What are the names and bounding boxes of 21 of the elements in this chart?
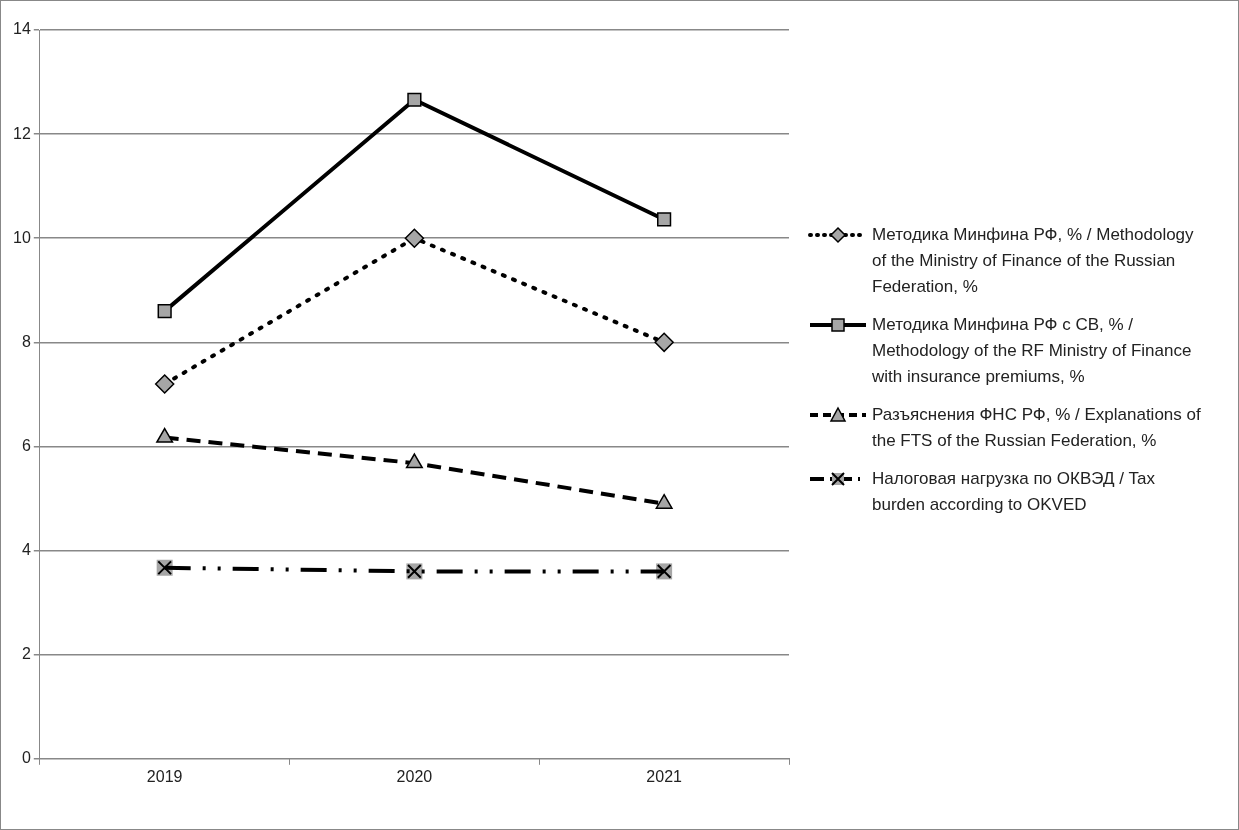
y-tick-label: 8 (21, 332, 31, 350)
legend-label: Разъяснения ФНС РФ, % / Explanations of the FTS of the Russian Federation, % (872, 404, 1202, 452)
point (154, 374, 175, 394)
point (657, 212, 672, 227)
y-tick-label: 2 (21, 645, 31, 663)
point (654, 332, 674, 353)
y-tick-label: 6 (21, 436, 31, 454)
y-tick-label: 12 (13, 124, 31, 142)
y-tick-label: 14 (13, 20, 31, 38)
legend-label: Методика Минфина РФ, % / Methodology of the Ministry of Finance of the Russian Federation, % (872, 224, 1195, 298)
point (404, 228, 425, 248)
y-tick-label: 0 (21, 749, 31, 767)
point (157, 304, 172, 319)
legend-label: Методика Минфина РФ с СВ, % / Methodology of the RF Ministry of Finance with insurance premiums, % (872, 314, 1193, 388)
y-tick-label: 10 (13, 228, 31, 246)
x-tick-label: 2019 (146, 767, 183, 785)
x-tick-label: 2020 (396, 767, 433, 785)
legend-label: Налоговая нагрузка по ОКВЭД / Tax burden according to OKVED (872, 468, 1157, 516)
x-tick-label: 2021 (646, 767, 683, 785)
y-tick-label: 4 (21, 540, 31, 558)
point (407, 92, 422, 107)
